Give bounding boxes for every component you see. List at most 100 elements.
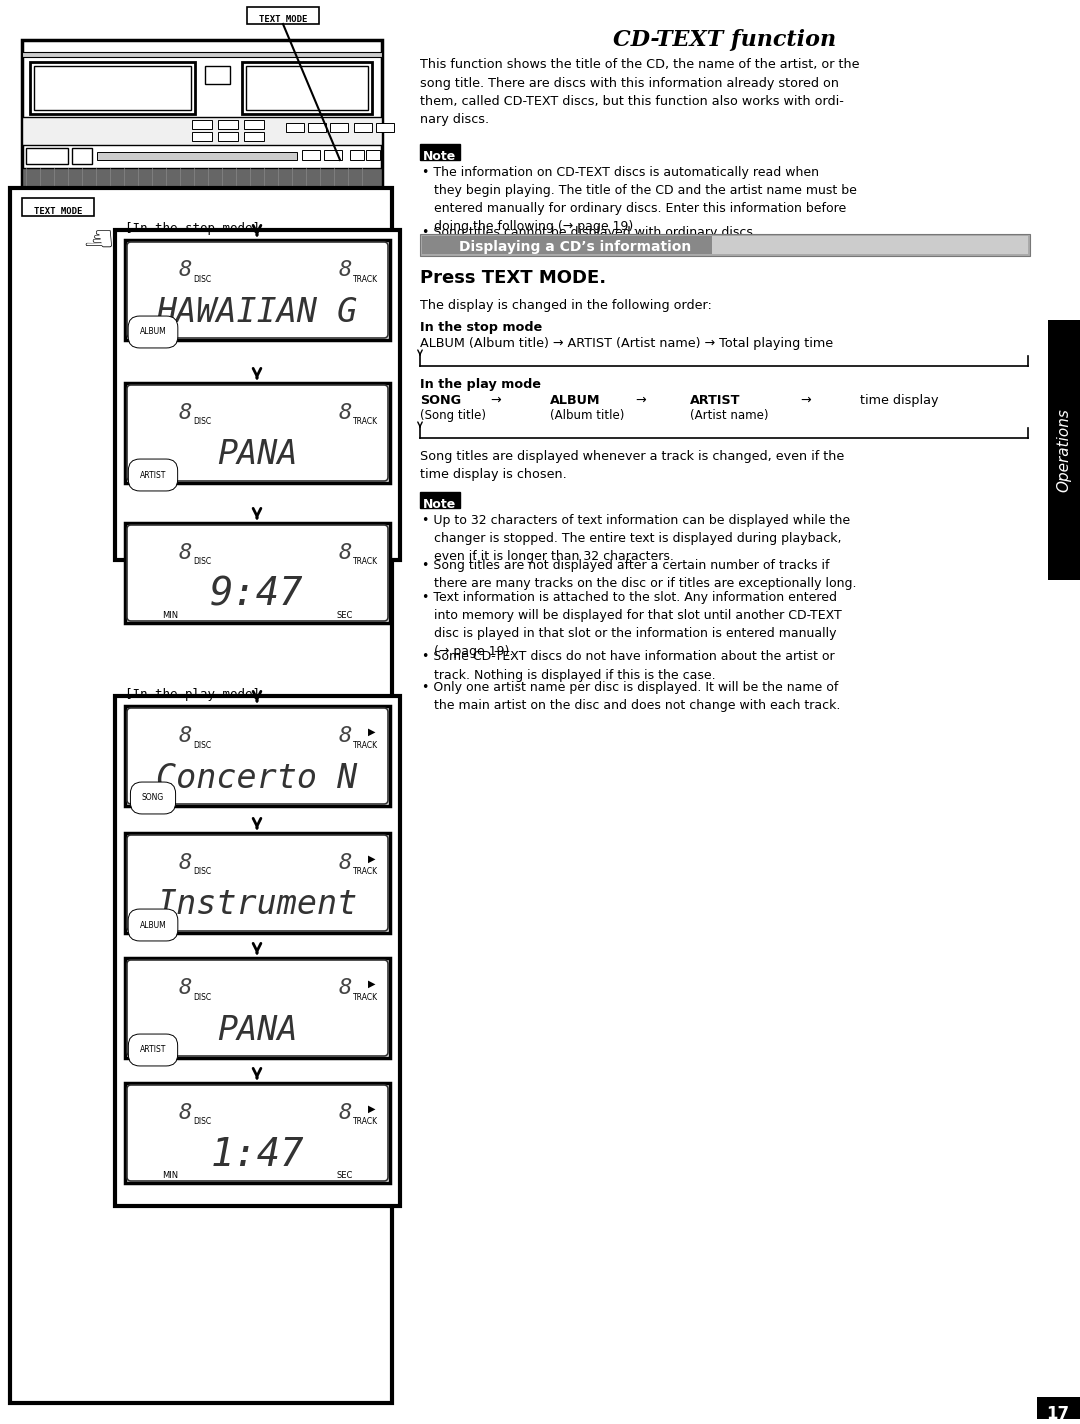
Bar	[420, 144, 460, 159]
Text: ALBUM: ALBUM	[139, 328, 166, 336]
Text: DISC: DISC	[193, 993, 211, 1001]
Text: 8: 8	[178, 261, 191, 281]
Bar	[33, 66, 191, 110]
FancyBboxPatch shape	[127, 834, 388, 931]
Text: 8: 8	[338, 726, 352, 746]
Text: DISC: DISC	[193, 867, 211, 877]
Text: MIN: MIN	[162, 611, 178, 619]
Text: (Artist name): (Artist name)	[690, 409, 769, 422]
Text: ▶: ▶	[368, 980, 376, 990]
Text: • The information on CD-TEXT discs is automatically read when
   they begin play: • The information on CD-TEXT discs is au…	[422, 167, 856, 234]
Text: TRACK: TRACK	[353, 275, 378, 283]
Text: 17: 17	[1047, 1405, 1069, 1423]
Bar	[1037, 1397, 1080, 1418]
Text: ALBUM: ALBUM	[550, 394, 600, 407]
Text: [In the stop mode]: [In the stop mode]	[125, 222, 260, 235]
Bar	[26, 148, 68, 164]
Text: Concerto N: Concerto N	[157, 762, 357, 795]
Bar	[308, 122, 326, 132]
Text: ALBUM: ALBUM	[139, 920, 166, 930]
Text: PANA: PANA	[217, 439, 297, 471]
Text: TRACK: TRACK	[353, 993, 378, 1001]
Text: • Some CD-TEXT discs do not have information about the artist or
   track. Nothi: • Some CD-TEXT discs do not have informa…	[422, 651, 835, 682]
Text: TRACK: TRACK	[353, 867, 378, 877]
Text: 8: 8	[338, 403, 352, 423]
Text: In the stop mode: In the stop mode	[420, 320, 542, 335]
Bar	[125, 833, 390, 933]
Bar	[1048, 320, 1080, 580]
Text: DISC: DISC	[193, 1118, 211, 1126]
Bar	[22, 168, 382, 189]
Text: ☞: ☞	[77, 219, 109, 253]
Text: Displaying a CD’s information: Displaying a CD’s information	[459, 241, 691, 253]
Bar	[286, 122, 303, 132]
Bar	[244, 120, 264, 130]
Bar	[114, 231, 400, 560]
Text: ▶: ▶	[368, 854, 376, 864]
Text: →: →	[635, 394, 646, 407]
Text: Note: Note	[423, 498, 457, 511]
FancyBboxPatch shape	[127, 960, 388, 1057]
Text: Instrument: Instrument	[157, 889, 357, 921]
Text: DISC: DISC	[193, 740, 211, 749]
Text: • Up to 32 characters of text information can be displayed while the
   changer : • Up to 32 characters of text informatio…	[422, 514, 850, 562]
Bar	[125, 523, 390, 624]
Bar	[125, 706, 390, 806]
Text: • Text information is attached to the slot. Any information entered
   into memo: • Text information is attached to the sl…	[422, 591, 841, 658]
Text: TEXT MODE: TEXT MODE	[259, 16, 307, 24]
Bar	[22, 198, 94, 216]
FancyBboxPatch shape	[127, 525, 388, 621]
Text: PANA: PANA	[217, 1014, 297, 1047]
Bar	[125, 241, 390, 340]
Polygon shape	[22, 40, 382, 53]
Bar	[376, 122, 394, 132]
Text: • Song titles cannot be displayed with ordinary discs.: • Song titles cannot be displayed with o…	[422, 226, 757, 239]
Text: ▶: ▶	[368, 1104, 376, 1114]
Bar	[192, 120, 212, 130]
Text: ARTIST: ARTIST	[690, 394, 741, 407]
Bar	[97, 152, 297, 159]
Text: • Song titles are not displayed after a certain number of tracks if
   there are: • Song titles are not displayed after a …	[422, 560, 856, 591]
Text: 1:47: 1:47	[211, 1136, 303, 1173]
FancyBboxPatch shape	[127, 708, 388, 805]
Text: 8: 8	[338, 978, 352, 998]
FancyBboxPatch shape	[127, 384, 388, 481]
Text: Press TEXT MODE.: Press TEXT MODE.	[420, 269, 606, 288]
FancyBboxPatch shape	[127, 242, 388, 337]
Text: →: →	[490, 394, 501, 407]
Bar	[30, 63, 195, 114]
Text: time display: time display	[860, 394, 939, 407]
Text: 8: 8	[178, 853, 191, 873]
Text: DISC: DISC	[193, 417, 211, 427]
Bar	[246, 66, 368, 110]
Text: 8: 8	[178, 543, 191, 562]
Bar	[22, 40, 382, 189]
Text: 8: 8	[338, 853, 352, 873]
Text: The display is changed in the following order:: The display is changed in the following …	[420, 299, 712, 312]
Bar	[247, 7, 319, 24]
Text: SONG: SONG	[420, 394, 461, 407]
Text: TEXT MODE: TEXT MODE	[33, 208, 82, 216]
Text: 8: 8	[178, 726, 191, 746]
Text: SEC: SEC	[337, 611, 353, 619]
Text: TRACK: TRACK	[353, 1118, 378, 1126]
Text: ARTIST: ARTIST	[139, 470, 166, 480]
Text: 9:47: 9:47	[211, 575, 303, 614]
Bar	[22, 53, 382, 57]
Bar	[242, 63, 372, 114]
Text: →: →	[800, 394, 811, 407]
Text: DISC: DISC	[193, 275, 211, 283]
Text: MIN: MIN	[162, 1171, 178, 1179]
Text: • Only one artist name per disc is displayed. It will be the name of
   the main: • Only one artist name per disc is displ…	[422, 682, 840, 712]
Text: [In the play mode]: [In the play mode]	[125, 688, 260, 701]
Text: In the play mode: In the play mode	[420, 377, 541, 392]
Text: TRACK: TRACK	[353, 740, 378, 749]
Bar	[330, 122, 348, 132]
Text: 8: 8	[338, 1104, 352, 1124]
FancyBboxPatch shape	[127, 1085, 388, 1180]
Bar	[244, 132, 264, 141]
Text: 8: 8	[338, 261, 352, 281]
Text: ARTIST: ARTIST	[139, 1045, 166, 1055]
Bar	[366, 150, 380, 159]
Bar	[125, 383, 390, 483]
